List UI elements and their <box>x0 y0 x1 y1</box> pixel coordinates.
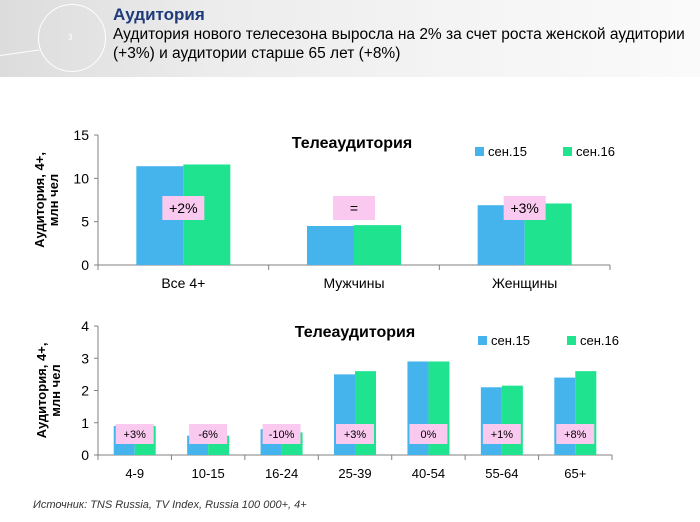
legend-label: сен.15 <box>488 144 527 159</box>
category-label: 4-9 <box>125 466 144 481</box>
legend-swatch-сен.16 <box>563 147 572 156</box>
change-label: +3% <box>344 429 367 441</box>
change-label-bg <box>162 196 205 220</box>
chart-age-audience: 0 1 2 3 4 Аудитория, 4+, млн чел 4-9 +3% 10-15 -6%… <box>0 312 700 490</box>
bar-сен.15 <box>307 226 354 265</box>
change-label-bg <box>336 424 374 444</box>
change-label-bg <box>482 424 521 444</box>
y-axis-title: Аудитория, 4+, млн чел <box>34 343 63 439</box>
category-label: 40-54 <box>412 466 445 481</box>
change-label-bg <box>115 424 154 444</box>
category-label: Женщины <box>492 275 557 291</box>
source-note: Источник: TNS Russia, TV Index, Russia 1… <box>33 499 307 511</box>
bar-сен.16 <box>501 385 523 455</box>
change-label-bg <box>262 424 301 444</box>
change-label: +2% <box>169 200 197 216</box>
change-label: -6% <box>198 429 218 441</box>
bar-сен.15 <box>480 387 502 455</box>
y-tick-label: 10 <box>73 170 89 186</box>
chart-total-svg: 0 5 10 15 Аудитория, 4+, млн чел Все 4+ +2% Мужч… <box>32 127 615 291</box>
change-label: -10% <box>269 429 295 441</box>
y-tick-label: 3 <box>81 350 89 366</box>
y-axis-title-line: млн чел <box>46 174 61 226</box>
decorative-line <box>0 49 40 56</box>
change-label: +3% <box>510 200 538 216</box>
change-label-bg <box>409 424 448 444</box>
y-tick-label: 1 <box>81 415 89 431</box>
change-label: = <box>350 200 358 216</box>
change-label: +8% <box>564 429 587 441</box>
change-label: +3% <box>124 429 147 441</box>
change-label-bg <box>503 196 546 220</box>
y-axis-title-line: Аудитория, 4+, <box>34 343 49 439</box>
y-axis-title-line: млн чел <box>48 364 63 416</box>
y-axis-title-line: Аудитория, 4+, <box>32 152 47 248</box>
chart-total-audience: 0 5 10 15 Аудитория, 4+, млн чел Все 4+ +2% Мужч… <box>0 118 700 298</box>
chart-title: Телеаудитория <box>292 135 412 152</box>
y-axis-title: Аудитория, 4+, млн чел <box>32 152 61 248</box>
change-label-bg <box>189 424 228 444</box>
change-label: +1% <box>491 429 514 441</box>
category-label: 10-15 <box>192 466 225 481</box>
category-label: 65+ <box>564 466 586 481</box>
change-label: 0% <box>420 429 436 441</box>
change-label-bg <box>556 424 595 444</box>
y-tick-label: 0 <box>81 257 89 273</box>
bar-сен.16 <box>354 225 401 265</box>
category-label: 25-39 <box>338 466 371 481</box>
slide-number: 3 <box>68 33 73 42</box>
y-tick-label: 2 <box>81 383 89 399</box>
category-label: Все 4+ <box>161 275 205 291</box>
y-tick-label: 15 <box>73 127 89 143</box>
category-label: Мужчины <box>323 275 384 291</box>
category-label: 16-24 <box>265 466 298 481</box>
chart-title: Телеаудитория <box>295 324 415 341</box>
category-label: 55-64 <box>485 466 518 481</box>
y-tick-label: 0 <box>81 447 89 463</box>
legend-swatch-сен.16 <box>567 336 576 345</box>
slide-title: Аудитория <box>113 5 205 24</box>
y-tick-label: 5 <box>81 214 89 230</box>
decorative-circle <box>38 4 106 72</box>
chart-age-svg: 0 1 2 3 4 Аудитория, 4+, млн чел 4-9 +3% 10-15 -6%… <box>34 318 619 481</box>
legend-label: сен.16 <box>580 333 619 348</box>
y-tick-label: 4 <box>81 318 89 334</box>
slide-header: 3 Аудитория Аудитория нового телесезона … <box>0 0 700 77</box>
legend-swatch-сен.15 <box>475 147 484 156</box>
slide-subtitle: Аудитория нового телесезона выросла на 2… <box>113 26 685 62</box>
legend-label: сен.16 <box>576 144 615 159</box>
legend-label: сен.15 <box>491 333 530 348</box>
legend-swatch-сен.15 <box>478 336 487 345</box>
change-label-bg <box>333 196 375 220</box>
